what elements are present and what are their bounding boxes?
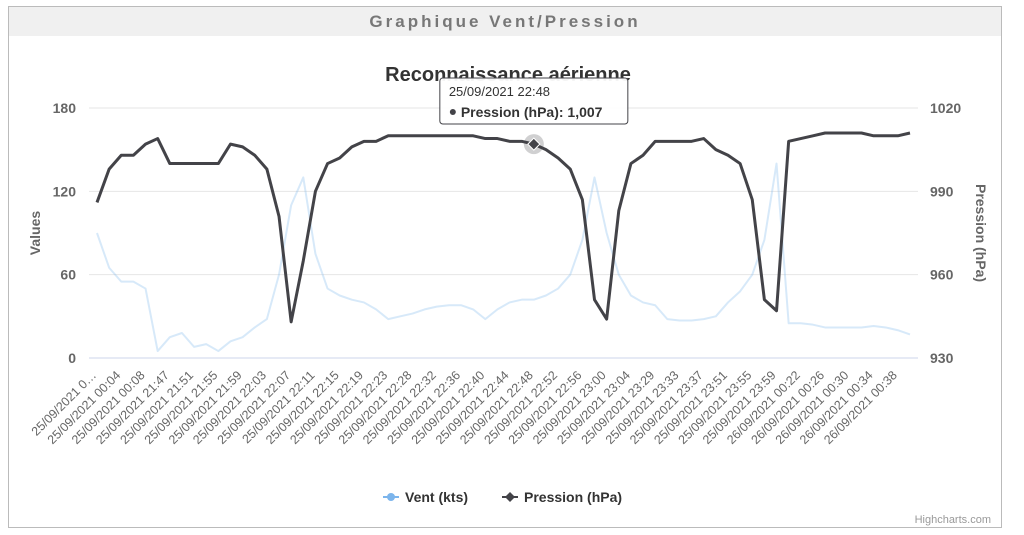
y2-tick-label: 1020 — [930, 100, 961, 116]
y2-tick-label: 930 — [930, 350, 954, 366]
series-line — [96, 162, 911, 353]
tooltip-text: Pression (hPa): 1,007 — [461, 104, 603, 120]
panel: Graphique Vent/Pression — [8, 6, 1002, 528]
y2-axis-title: Pression (hPa) — [973, 184, 989, 282]
legend-label: Pression (hPa) — [524, 489, 622, 505]
y-tick-label: 180 — [53, 100, 77, 116]
tooltip-box — [439, 77, 629, 125]
y2-tick-label: 990 — [930, 183, 954, 199]
tooltip-bullet — [449, 109, 456, 115]
y2-tick-label: 960 — [930, 267, 954, 283]
y-axis-title: Values — [27, 211, 43, 256]
hover-marker — [527, 137, 541, 151]
legend-symbol — [387, 493, 395, 501]
legend-item[interactable]: Pression (hPa) — [502, 489, 622, 505]
legend-symbol — [505, 492, 515, 502]
credits[interactable]: Highcharts.com — [915, 514, 991, 526]
tooltip-title: 25/09/2021 22:48 — [449, 84, 550, 99]
y-tick-label: 0 — [68, 350, 76, 366]
y-tick-label: 120 — [53, 183, 77, 199]
legend-item[interactable]: Vent (kts) — [383, 489, 468, 505]
legend-label: Vent (kts) — [405, 489, 468, 505]
panel-header: Graphique Vent/Pression — [9, 7, 1001, 36]
series-line — [95, 131, 911, 324]
y-tick-label: 60 — [60, 267, 76, 283]
